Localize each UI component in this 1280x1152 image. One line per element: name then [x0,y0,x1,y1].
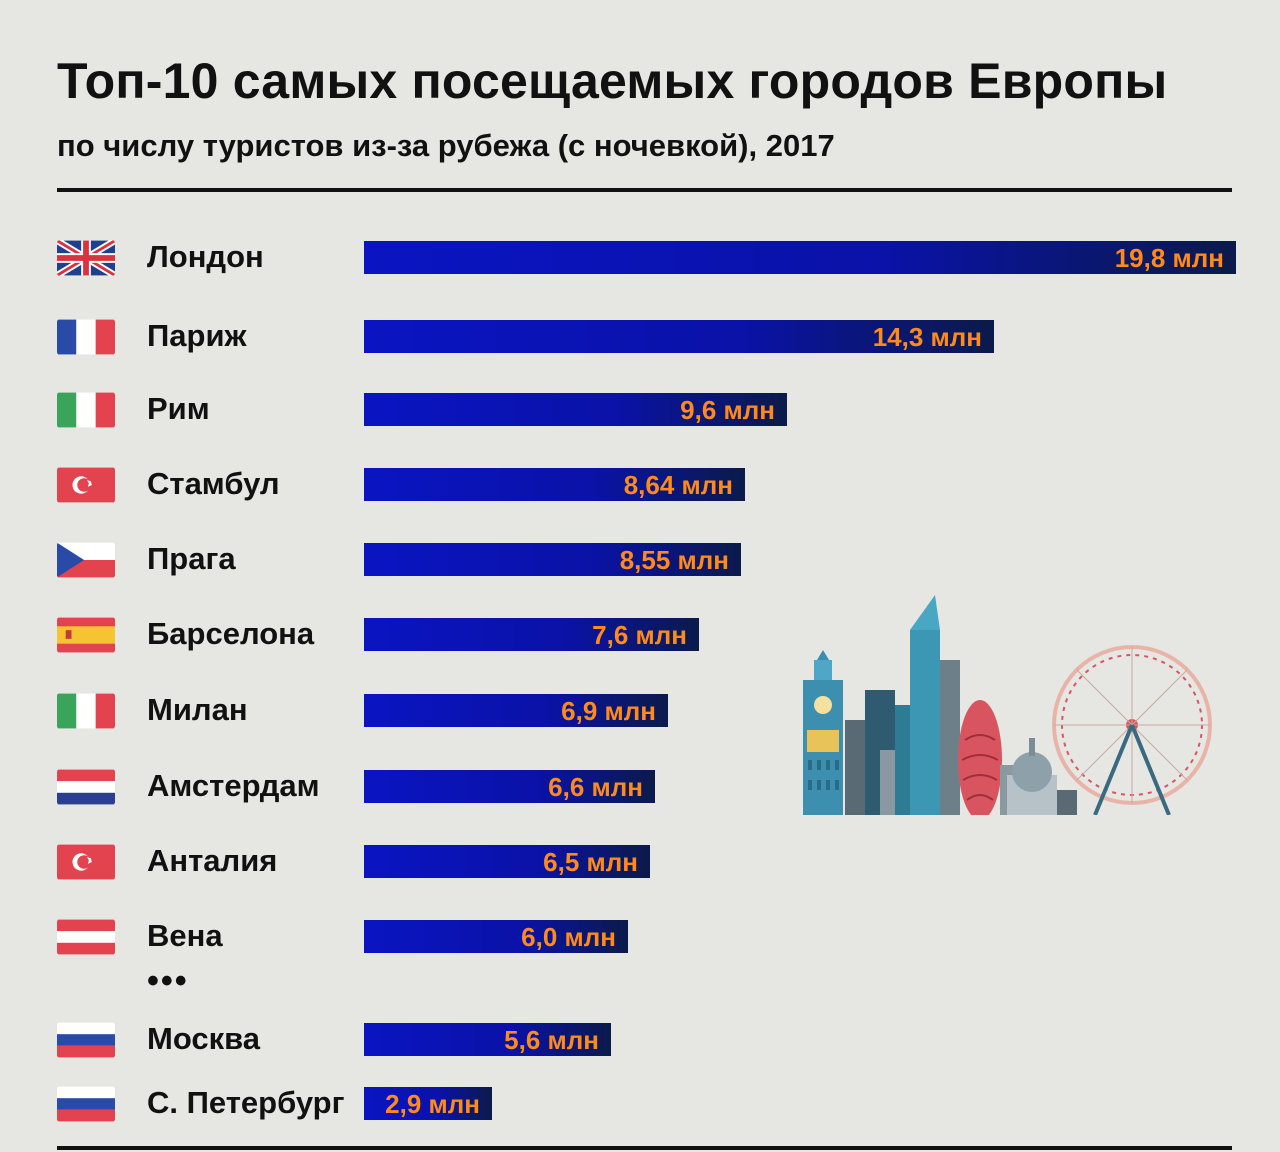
chart-subtitle: по числу туристов из-за рубежа (с ночевк… [57,128,835,163]
turkey-flag-icon [57,467,115,503]
austria-flag-icon [57,919,115,955]
bar: 8,64 млн [364,468,745,501]
czech-flag-icon [57,542,115,578]
bottom-divider [57,1146,1232,1150]
value-label: 6,5 млн [543,847,638,877]
city-label: Париж [147,318,247,353]
city-label: Рим [147,391,210,426]
bar: 7,6 млн [364,618,699,651]
italy-flag-icon [57,392,115,428]
russia-flag-icon [57,1086,115,1122]
city-label: Барселона [147,616,315,651]
france-flag-icon [57,319,115,355]
city-label: Москва [147,1021,260,1056]
city-label: С. Петербург [147,1085,345,1120]
value-label: 6,9 млн [561,696,656,726]
city-label: Лондон [147,239,264,274]
bar: 6,0 млн [364,920,628,953]
value-label: 7,6 млн [592,620,687,650]
city-label: Милан [147,692,248,727]
turkey-flag-icon [57,844,115,880]
bar: 6,9 млн [364,694,668,727]
bar: 5,6 млн [364,1023,611,1056]
ellipsis-separator: ••• [147,962,189,1000]
city-skyline-illustration [803,595,1212,815]
bar: 6,6 млн [364,770,655,803]
city-label: Стамбул [147,466,280,501]
value-label: 5,6 млн [504,1025,599,1055]
bar: 9,6 млн [364,393,787,426]
italy-flag-icon [57,693,115,729]
bar: 14,3 млн [364,320,994,353]
uk-flag-icon [57,240,115,276]
bar: 19,8 млн [364,241,1236,274]
value-label: 2,9 млн [385,1089,480,1119]
value-label: 14,3 млн [872,322,982,352]
russia-flag-icon [57,1022,115,1058]
value-label: 6,6 млн [548,772,643,802]
spain-flag-icon [57,617,115,653]
value-label: 19,8 млн [1114,243,1224,273]
value-label: 8,55 млн [619,545,729,575]
value-label: 6,0 млн [521,922,616,952]
bar: 8,55 млн [364,543,741,576]
chart-title: Топ-10 самых посещаемых городов Европы [57,53,1168,109]
city-label: Амстердам [147,768,320,803]
bar: 6,5 млн [364,845,650,878]
city-label: Вена [147,918,223,953]
top-divider [57,188,1232,192]
value-label: 8,64 млн [623,470,733,500]
city-label: Прага [147,541,236,576]
netherlands-flag-icon [57,769,115,805]
value-label: 9,6 млн [680,395,775,425]
city-label: Анталия [147,843,278,878]
bar: 2,9 млн [364,1087,492,1120]
